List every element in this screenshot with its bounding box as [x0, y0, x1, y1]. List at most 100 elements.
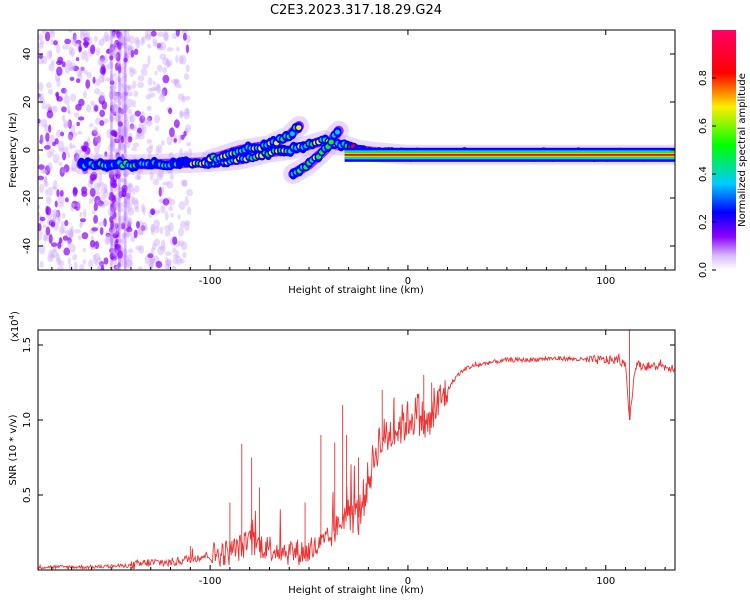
noise-speckle	[122, 169, 129, 177]
noise-speckle	[78, 66, 86, 74]
noise-speckle	[164, 263, 170, 270]
noise-speckle	[62, 114, 66, 122]
noise-speckle	[147, 43, 152, 49]
noise-speckle	[136, 127, 142, 134]
noise-speckle	[67, 237, 72, 245]
noise-speckle	[58, 147, 65, 153]
noise-speckle	[124, 119, 130, 125]
noise-speckle	[117, 131, 123, 137]
noise-speckle	[173, 79, 180, 88]
noise-speckle	[147, 77, 153, 86]
noise-speckle	[80, 30, 87, 37]
noise-speckle	[96, 181, 101, 188]
noise-speckle	[54, 200, 58, 208]
noise-speckle	[94, 88, 101, 95]
noise-speckle	[173, 138, 177, 143]
noise-speckle	[70, 65, 75, 72]
noise-speckle	[155, 261, 163, 269]
noise-speckle	[88, 259, 94, 269]
noise-speckle	[109, 252, 115, 260]
noise-speckle	[112, 90, 119, 101]
noise-speckle	[108, 195, 116, 201]
noise-speckle	[178, 240, 185, 247]
noise-speckle	[46, 110, 54, 119]
figure-title: C2E3.2023.317.18.29.G24	[270, 3, 442, 18]
noise-speckle	[69, 229, 73, 239]
noise-speckle	[117, 63, 122, 74]
noise-speckle	[77, 200, 81, 211]
noise-speckle	[142, 63, 150, 69]
snr-series-line	[38, 353, 675, 570]
noise-speckle	[63, 123, 69, 129]
noise-speckle	[89, 179, 94, 185]
noise-speckle	[103, 218, 107, 227]
colorbar-tick-label: 0.4	[698, 166, 709, 182]
noise-speckle	[124, 196, 130, 205]
noise-speckle	[112, 258, 118, 266]
noise-speckle	[116, 41, 123, 46]
noise-speckle	[126, 227, 133, 233]
noise-speckle	[71, 167, 77, 172]
noise-speckle	[104, 151, 108, 158]
noise-speckle	[59, 189, 64, 197]
noise-speckle	[38, 118, 41, 124]
snr-frame	[37, 329, 676, 571]
noise-speckle	[120, 222, 125, 230]
noise-speckle	[63, 164, 70, 173]
noise-speckle	[161, 185, 165, 196]
noise-speckle	[120, 238, 125, 245]
noise-speckle	[162, 245, 166, 253]
noise-speckle	[133, 48, 139, 55]
noise-speckle	[45, 206, 52, 216]
noise-speckle	[138, 245, 145, 254]
noise-speckle	[179, 111, 185, 117]
noise-speckle	[166, 136, 173, 146]
noise-speckle	[141, 36, 146, 44]
noise-speckle	[163, 32, 169, 42]
noise-speckle	[89, 123, 94, 128]
noise-speckle	[41, 55, 48, 65]
noise-speckle	[110, 138, 116, 147]
noise-speckle	[159, 93, 166, 103]
noise-speckle	[135, 39, 141, 49]
noise-speckle	[132, 99, 136, 108]
noise-speckle	[127, 207, 135, 216]
noise-speckle	[152, 81, 156, 86]
noise-speckle	[89, 239, 96, 248]
noise-speckle	[165, 59, 170, 68]
noise-streak	[110, 30, 113, 270]
noise-speckle	[99, 58, 105, 67]
noise-speckle	[84, 151, 88, 159]
noise-speckle	[111, 109, 119, 115]
noise-speckle	[109, 73, 114, 84]
noise-speckle	[152, 178, 160, 186]
noise-speckle	[93, 214, 99, 224]
noise-speckle	[137, 132, 145, 140]
noise-speckle	[93, 126, 98, 134]
noise-speckle	[134, 185, 140, 193]
noise-speckle	[151, 242, 157, 251]
noise-speckle	[122, 172, 129, 177]
noise-speckle	[182, 179, 188, 187]
noise-speckle	[117, 107, 122, 114]
noise-speckle	[96, 47, 101, 56]
noise-speckle	[104, 235, 111, 246]
noise-speckle	[130, 195, 135, 206]
noise-speckle	[150, 208, 156, 215]
noise-speckle	[93, 202, 98, 212]
noise-speckle	[182, 32, 187, 41]
noise-speckle	[166, 58, 170, 68]
noise-speckle	[118, 144, 124, 151]
noise-speckle	[118, 215, 125, 225]
snr-scale-suffix: )	[10, 311, 21, 315]
noise-speckle	[178, 201, 186, 210]
noise-speckle	[122, 143, 127, 154]
noise-speckle	[97, 57, 104, 66]
noise-speckle	[110, 130, 116, 136]
noise-speckle	[86, 71, 92, 79]
noise-speckle	[126, 187, 132, 196]
snr-scale-label: (x104)	[8, 311, 21, 342]
noise-speckle	[126, 98, 134, 108]
noise-speckle	[67, 152, 71, 159]
noise-speckle	[46, 50, 53, 60]
